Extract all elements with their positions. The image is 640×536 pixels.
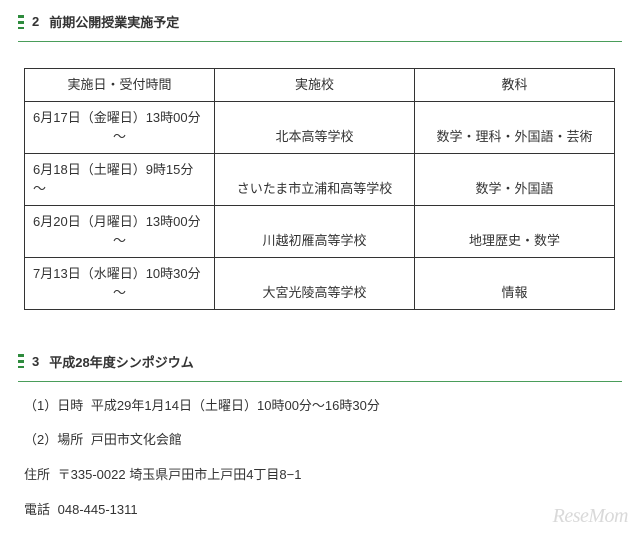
cell-subject: 情報	[415, 257, 615, 309]
table-row: 6月20日（月曜日）13時00分 ～ 川越初雁高等学校 地理歴史・数学	[25, 205, 615, 257]
date-text: 6月17日（金曜日）13時00分	[33, 110, 201, 125]
date-cont: ～	[33, 231, 206, 251]
table-header-row: 実施日・受付時間 実施校 教科	[25, 69, 615, 102]
detail-item-address: 住所 〒335-0022 埼玉県戸田市上戸田4丁目8−1	[24, 465, 622, 486]
detail-value: 平成29年1月14日（土曜日）10時00分～16時30分	[91, 398, 380, 413]
detail-value: 〒335-0022 埼玉県戸田市上戸田4丁目8−1	[58, 467, 302, 482]
schedule-table: 実施日・受付時間 実施校 教科 6月17日（金曜日）13時00分 ～ 北本高等学…	[24, 68, 615, 310]
cell-date: 6月18日（土曜日）9時15分～	[25, 153, 215, 205]
date-text: 6月20日（月曜日）13時00分	[33, 214, 201, 229]
table-row: 7月13日（水曜日）10時30分 ～ 大宮光陵高等学校 情報	[25, 257, 615, 309]
cell-subject: 数学・理科・外国語・芸術	[415, 101, 615, 153]
heading-marker-icon	[18, 15, 24, 29]
detail-value: 戸田市文化会館	[91, 432, 182, 447]
heading-marker-icon	[18, 354, 24, 368]
cell-subject: 地理歴史・数学	[415, 205, 615, 257]
detail-list: （1）日時 平成29年1月14日（土曜日）10時00分～16時30分 （2）場所…	[18, 396, 622, 521]
cell-date: 6月17日（金曜日）13時00分 ～	[25, 101, 215, 153]
cell-school: 川越初雁高等学校	[215, 205, 415, 257]
detail-item-venue: （2）場所 戸田市文化会館	[24, 430, 622, 451]
detail-value: 048-445-1311	[58, 502, 138, 517]
cell-date: 7月13日（水曜日）10時30分 ～	[25, 257, 215, 309]
watermark: ReseMom	[553, 505, 628, 528]
section-2-title: 前期公開授業実施予定	[49, 12, 179, 31]
section-3-num: 3	[32, 354, 39, 369]
section-divider	[18, 381, 622, 382]
th-date: 実施日・受付時間	[25, 69, 215, 102]
table-body: 6月17日（金曜日）13時00分 ～ 北本高等学校 数学・理科・外国語・芸術 6…	[25, 101, 615, 309]
section-2-num: 2	[32, 14, 39, 29]
cell-school: 北本高等学校	[215, 101, 415, 153]
table-row: 6月18日（土曜日）9時15分～ さいたま市立浦和高等学校 数学・外国語	[25, 153, 615, 205]
table-row: 6月17日（金曜日）13時00分 ～ 北本高等学校 数学・理科・外国語・芸術	[25, 101, 615, 153]
date-cont: ～	[33, 127, 206, 147]
cell-school: 大宮光陵高等学校	[215, 257, 415, 309]
cell-date: 6月20日（月曜日）13時00分 ～	[25, 205, 215, 257]
detail-item-datetime: （1）日時 平成29年1月14日（土曜日）10時00分～16時30分	[24, 396, 622, 417]
detail-label: （2）場所	[24, 430, 83, 451]
section-3-title: 平成28年度シンポジウム	[49, 352, 193, 371]
detail-item-phone: 電話 048-445-1311	[24, 500, 622, 521]
section-divider	[18, 41, 622, 42]
date-text: 7月13日（水曜日）10時30分	[33, 266, 201, 281]
th-school: 実施校	[215, 69, 415, 102]
cell-subject: 数学・外国語	[415, 153, 615, 205]
date-cont: ～	[33, 283, 206, 303]
section-3-heading: 3 平成28年度シンポジウム	[18, 352, 622, 371]
section-2-heading: 2 前期公開授業実施予定	[18, 12, 622, 31]
th-subject: 教科	[415, 69, 615, 102]
detail-label: （1）日時	[24, 396, 83, 417]
detail-label: 電話	[24, 500, 50, 521]
cell-school: さいたま市立浦和高等学校	[215, 153, 415, 205]
detail-label: 住所	[24, 465, 50, 486]
